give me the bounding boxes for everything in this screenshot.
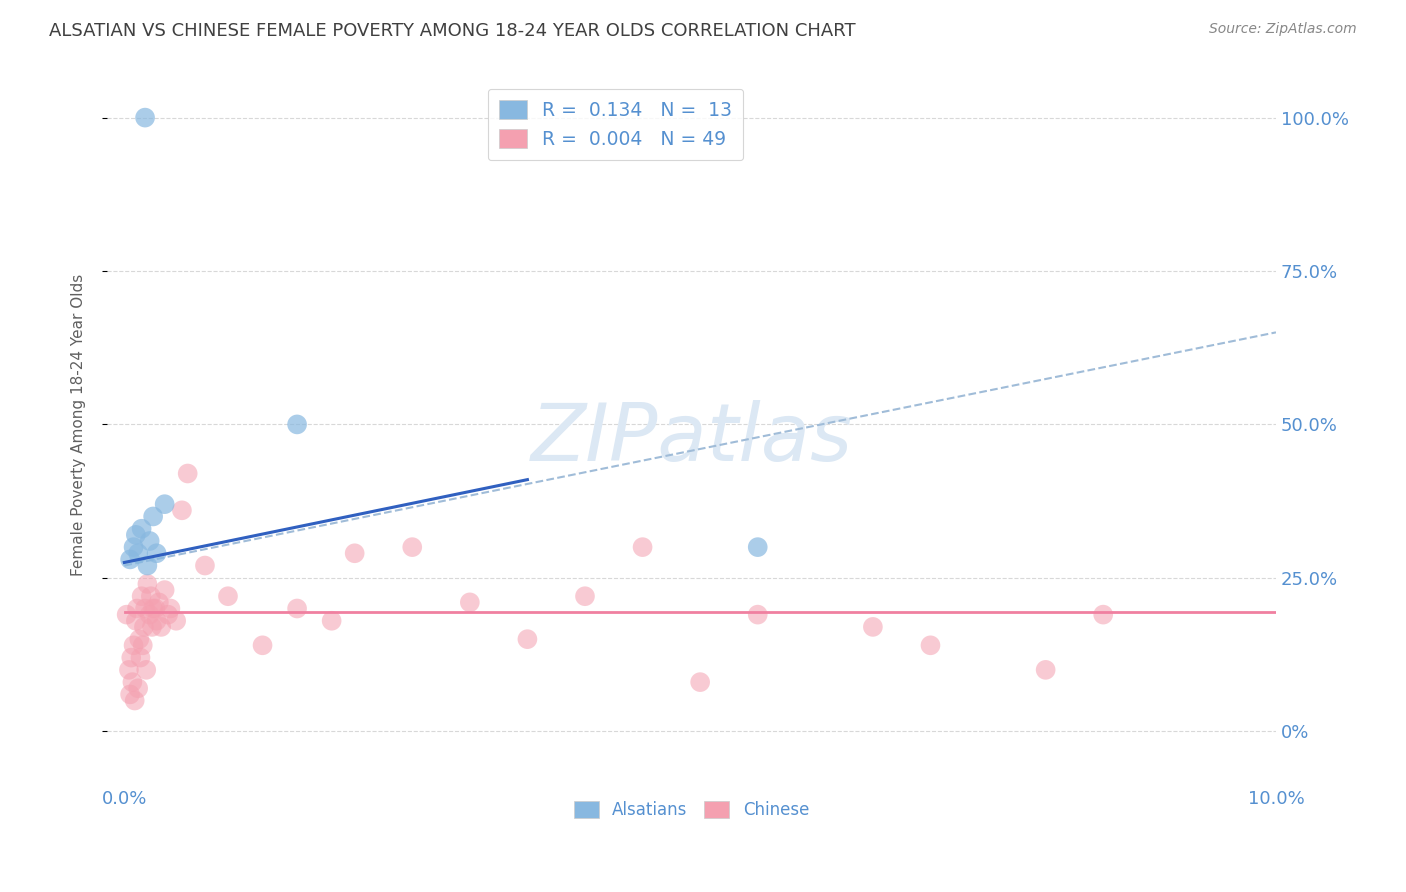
Point [159,601,181,615]
Point [148,595,170,609]
Point [747,540,769,554]
Point [194,558,217,573]
Point [134,111,156,125]
Text: ALSATIAN VS CHINESE FEMALE POVERTY AMONG 18-24 YEAR OLDS CORRELATION CHART: ALSATIAN VS CHINESE FEMALE POVERTY AMONG… [49,22,856,40]
Point [122,540,145,554]
Point [122,638,145,652]
Point [401,540,423,554]
Point [125,601,148,615]
Point [217,589,239,603]
Point [127,546,149,560]
Y-axis label: Female Poverty Among 18-24 Year Olds: Female Poverty Among 18-24 Year Olds [72,273,86,575]
Point [142,509,165,524]
Point [321,614,343,628]
Legend: Alsatians, Chinese: Alsatians, Chinese [567,794,815,825]
Point [285,417,308,432]
Point [131,522,153,536]
Point [115,607,138,622]
Point [128,632,150,647]
Point [574,589,596,603]
Text: Source: ZipAtlas.com: Source: ZipAtlas.com [1209,22,1357,37]
Point [121,675,143,690]
Point [920,638,942,652]
Point [132,638,155,652]
Point [124,693,146,707]
Point [170,503,193,517]
Point [129,650,152,665]
Point [516,632,538,647]
Point [689,675,711,690]
Point [127,681,149,696]
Point [125,614,148,628]
Point [120,687,142,701]
Point [142,601,165,615]
Point [153,583,176,598]
Point [118,663,141,677]
Point [120,552,142,566]
Point [145,614,167,628]
Point [132,620,155,634]
Point [343,546,366,560]
Point [125,528,148,542]
Point [1035,663,1057,677]
Point [145,601,167,615]
Point [120,650,142,665]
Point [157,607,180,622]
Point [136,577,159,591]
Point [136,558,159,573]
Point [139,589,162,603]
Point [135,663,157,677]
Point [862,620,884,634]
Point [458,595,481,609]
Point [153,497,176,511]
Point [176,467,198,481]
Point [134,601,156,615]
Point [631,540,654,554]
Point [285,601,308,615]
Point [165,614,187,628]
Point [138,533,160,548]
Point [138,607,160,622]
Point [150,620,173,634]
Point [141,620,163,634]
Point [747,607,769,622]
Point [131,589,153,603]
Point [1092,607,1115,622]
Text: ZIPatlas: ZIPatlas [530,400,852,477]
Point [145,546,167,560]
Point [252,638,274,652]
